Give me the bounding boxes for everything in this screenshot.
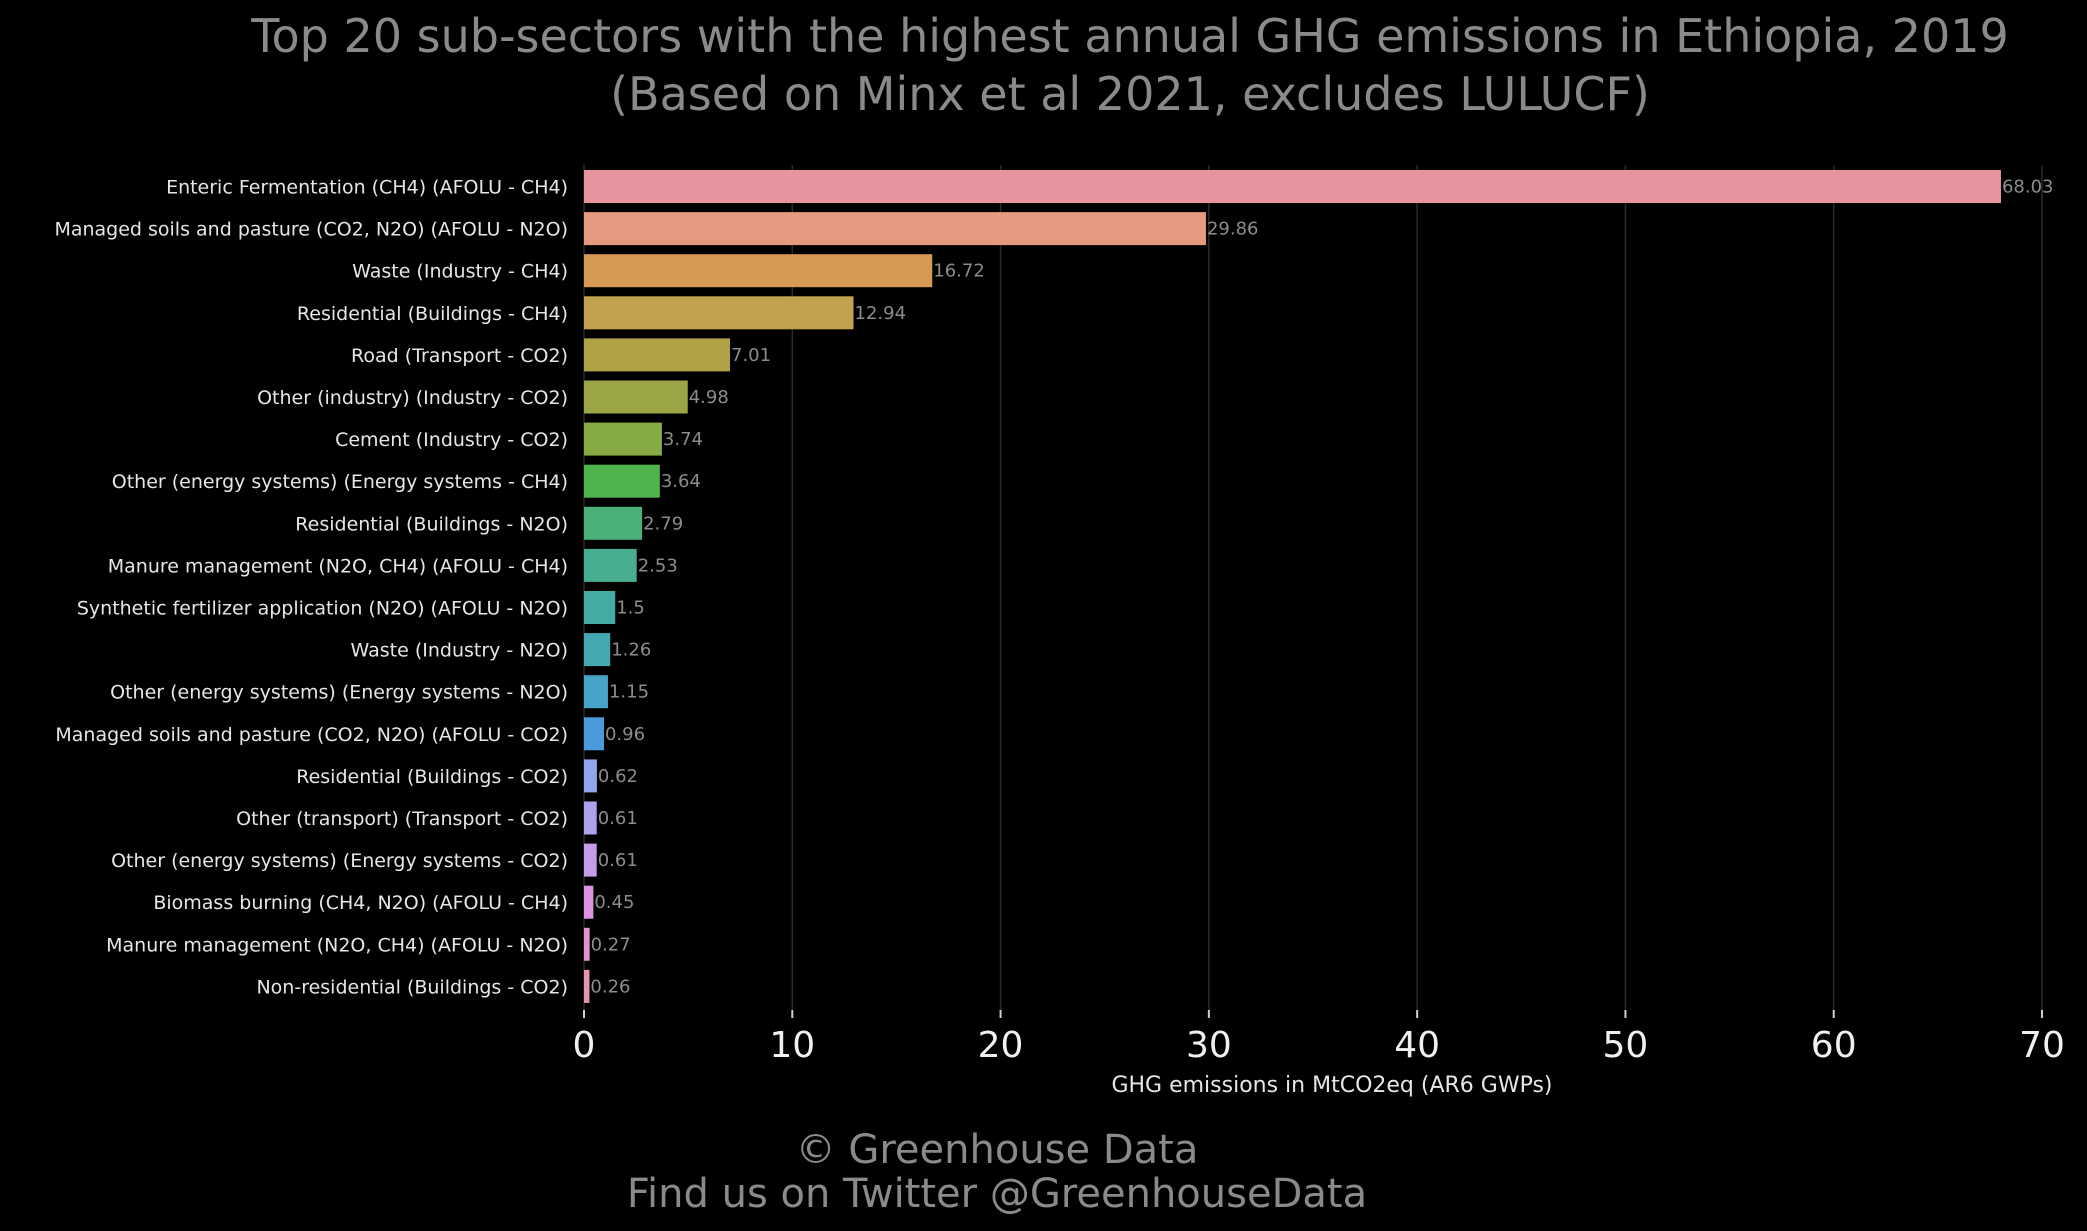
value-label: 0.27 bbox=[591, 934, 631, 955]
x-tick-label: 40 bbox=[1394, 1025, 1440, 1066]
bar bbox=[584, 927, 590, 961]
bar bbox=[584, 969, 590, 1003]
chart-title: Top 20 sub-sectors with the highest annu… bbox=[250, 9, 2009, 63]
bar bbox=[584, 591, 616, 624]
x-axis-ticks: 0 10 20 30 40 50 60 70 bbox=[573, 1010, 2065, 1066]
value-label: 4.98 bbox=[689, 387, 729, 408]
value-label: 0.61 bbox=[598, 808, 638, 829]
category-label: Road (Transport - CO2) bbox=[351, 345, 568, 367]
bar bbox=[584, 548, 637, 582]
category-label: Residential (Buildings - N2O) bbox=[295, 513, 568, 535]
category-label: Other (transport) (Transport - CO2) bbox=[236, 808, 568, 830]
category-label: Cement (Industry - CO2) bbox=[335, 429, 568, 451]
category-label: Managed soils and pasture (CO2, N2O) (AF… bbox=[55, 724, 568, 746]
value-label: 0.96 bbox=[605, 724, 645, 745]
value-label: 0.62 bbox=[598, 766, 638, 787]
x-tick-label: 30 bbox=[1186, 1025, 1232, 1066]
category-label: Enteric Fermentation (CH4) (AFOLU - CH4) bbox=[166, 177, 568, 199]
x-tick-label: 60 bbox=[1811, 1025, 1857, 1066]
category-label: Residential (Buildings - CH4) bbox=[297, 303, 568, 325]
bar bbox=[584, 759, 597, 793]
value-label: 12.94 bbox=[855, 303, 907, 324]
value-label: 16.72 bbox=[933, 261, 985, 282]
value-label: 68.03 bbox=[2002, 177, 2054, 198]
category-label: Managed soils and pasture (CO2, N2O) (AF… bbox=[54, 219, 568, 241]
bar bbox=[584, 296, 854, 330]
footer-copyright: © Greenhouse Data bbox=[796, 1127, 1199, 1173]
category-label: Other (energy systems) (Energy systems -… bbox=[111, 850, 568, 872]
value-label: 3.64 bbox=[661, 471, 701, 492]
bar bbox=[584, 675, 608, 709]
bar bbox=[584, 633, 611, 667]
category-label: Waste (Industry - N2O) bbox=[351, 640, 568, 662]
bars bbox=[584, 170, 2001, 1003]
x-tick-label: 10 bbox=[769, 1025, 815, 1066]
gridlines bbox=[583, 165, 2043, 1010]
category-labels: Enteric Fermentation (CH4) (AFOLU - CH4)… bbox=[54, 177, 568, 999]
value-labels: 68.03 29.86 16.72 12.94 7.014.98 3.74 3.64 2.79… bbox=[590, 177, 2053, 998]
bar bbox=[584, 212, 1206, 246]
value-label: 3.74 bbox=[663, 429, 703, 450]
bar bbox=[584, 254, 933, 288]
category-label: Manure management (N2O, CH4) (AFOLU - N2… bbox=[106, 934, 568, 956]
x-tick-label: 20 bbox=[978, 1025, 1024, 1066]
value-label: 0.26 bbox=[590, 976, 630, 997]
value-label: 1.5 bbox=[616, 598, 645, 619]
value-label: 29.86 bbox=[1207, 219, 1259, 240]
value-label: 0.45 bbox=[594, 892, 634, 913]
value-label: 0.61 bbox=[598, 850, 638, 871]
category-label: Other (energy systems) (Energy systems -… bbox=[110, 682, 568, 704]
bar bbox=[584, 338, 731, 372]
bar bbox=[584, 843, 597, 877]
category-label: Waste (Industry - CH4) bbox=[352, 261, 568, 283]
category-label: Biomass burning (CH4, N2O) (AFOLU - CH4) bbox=[153, 892, 568, 914]
bar bbox=[584, 506, 643, 540]
bar bbox=[584, 464, 660, 498]
category-label: Synthetic fertilizer application (N2O) (… bbox=[77, 598, 568, 620]
bar bbox=[584, 717, 604, 751]
value-label: 1.15 bbox=[609, 682, 649, 703]
footer-twitter: Find us on Twitter @GreenhouseData bbox=[627, 1171, 1367, 1217]
category-label: Non-residential (Buildings - CO2) bbox=[256, 976, 568, 998]
category-label: Other (industry) (Industry - CO2) bbox=[257, 387, 568, 409]
bar bbox=[584, 380, 688, 414]
x-tick-label: 50 bbox=[1603, 1025, 1649, 1066]
x-tick-label: 0 bbox=[573, 1025, 596, 1066]
value-label: 2.79 bbox=[643, 513, 683, 534]
chart-subtitle: (Based on Minx et al 2021, excludes LULU… bbox=[610, 67, 1650, 121]
value-label: 7.01 bbox=[731, 345, 771, 366]
category-label: Other (energy systems) (Energy systems -… bbox=[112, 471, 568, 493]
value-label: 2.53 bbox=[638, 555, 678, 576]
x-axis-title: GHG emissions in MtCO2eq (AR6 GWPs) bbox=[1111, 1073, 1552, 1098]
bar bbox=[584, 801, 597, 835]
bar bbox=[584, 422, 662, 456]
value-label: 1.26 bbox=[611, 640, 651, 661]
bar bbox=[584, 885, 594, 919]
category-label: Manure management (N2O, CH4) (AFOLU - CH… bbox=[108, 555, 568, 577]
category-label: Residential (Buildings - CO2) bbox=[296, 766, 568, 788]
bar bbox=[584, 170, 2001, 203]
x-tick-label: 70 bbox=[2019, 1025, 2065, 1066]
